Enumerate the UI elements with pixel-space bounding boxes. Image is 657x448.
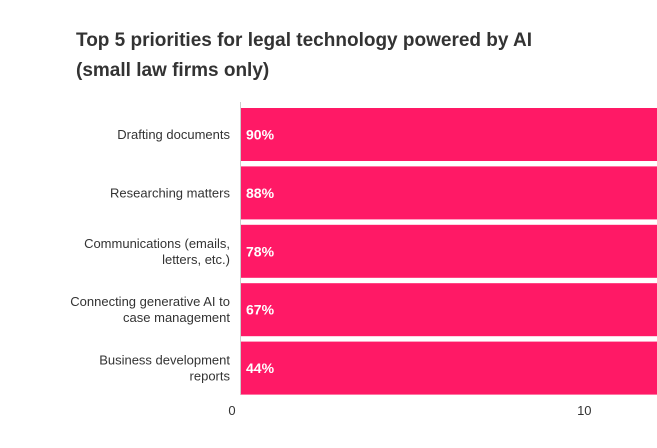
data-label: 44% bbox=[246, 360, 275, 376]
category-label: Drafting documents bbox=[117, 127, 230, 142]
chart-title-line-1: Top 5 priorities for legal technology po… bbox=[76, 30, 533, 51]
data-label: 90% bbox=[246, 127, 275, 143]
data-label: 67% bbox=[246, 302, 275, 318]
category-label: Business development bbox=[99, 353, 230, 368]
category-label: case management bbox=[123, 310, 230, 325]
category-label: reports bbox=[190, 369, 231, 384]
bar bbox=[241, 224, 657, 278]
category-label: letters, etc.) bbox=[162, 252, 230, 267]
category-label: Researching matters bbox=[110, 185, 230, 200]
category-label: Connecting generative AI to bbox=[70, 294, 230, 309]
bar bbox=[241, 341, 657, 395]
data-label: 88% bbox=[246, 185, 275, 201]
chart-title-line-2: (small law firms only) bbox=[76, 60, 270, 81]
category-label: Communications (emails, bbox=[84, 236, 230, 251]
bar bbox=[241, 108, 657, 161]
bar bbox=[241, 283, 657, 337]
x-tick-label: 0 bbox=[228, 403, 235, 418]
x-tick-label: 10 bbox=[577, 403, 591, 418]
data-label: 78% bbox=[246, 243, 275, 259]
bar bbox=[241, 166, 657, 220]
